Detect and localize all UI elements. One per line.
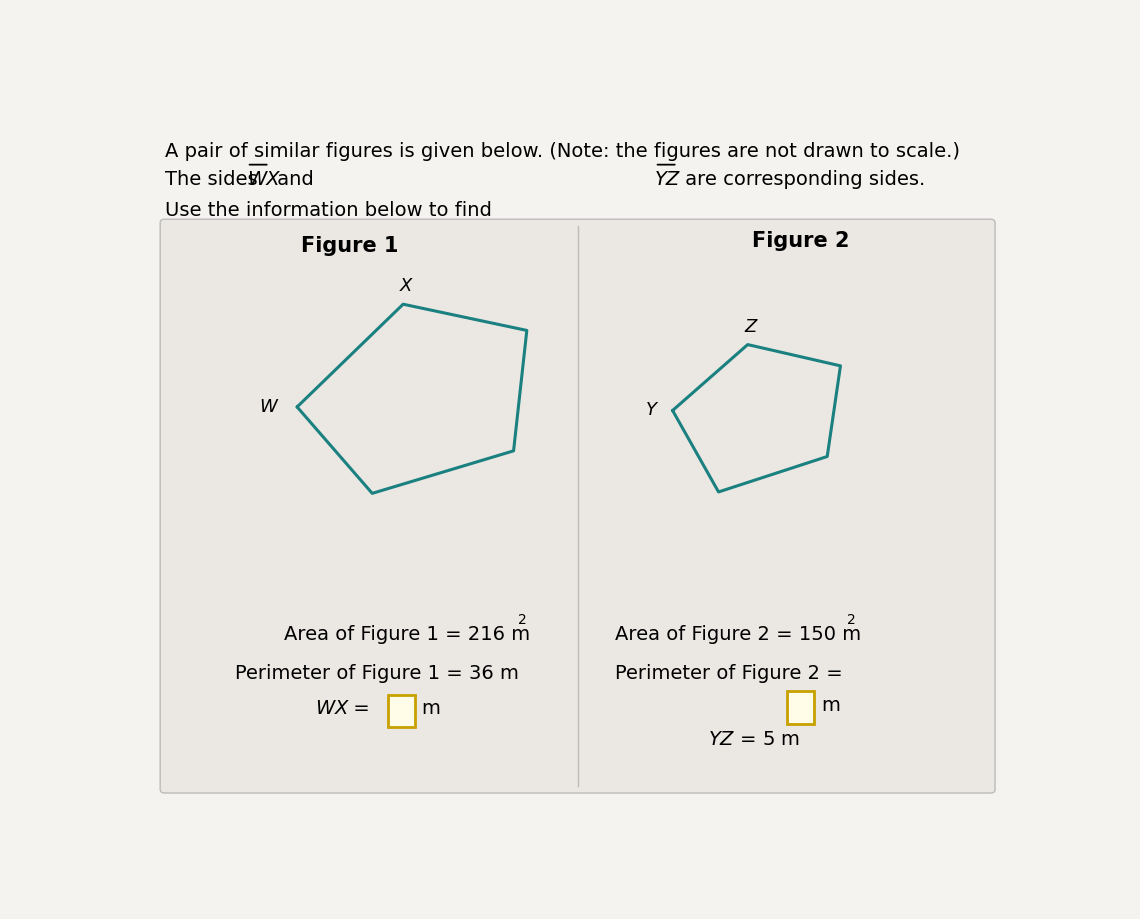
Text: m: m: [422, 698, 440, 718]
Text: WX: WX: [246, 170, 279, 188]
Text: X: X: [400, 277, 412, 294]
Text: Z: Z: [744, 317, 757, 335]
Text: and: and: [271, 170, 320, 188]
Text: A pair of similar figures is given below. (Note: the figures are not drawn to sc: A pair of similar figures is given below…: [164, 142, 960, 161]
Text: =: =: [348, 698, 376, 718]
Text: W: W: [259, 397, 277, 415]
Text: $YZ$ = 5 m: $YZ$ = 5 m: [708, 729, 800, 748]
Text: Y: Y: [645, 401, 657, 418]
Text: m: m: [821, 695, 840, 714]
Text: Perimeter of Figure 1 = 36 m: Perimeter of Figure 1 = 36 m: [235, 664, 519, 682]
Text: 2: 2: [518, 613, 527, 627]
Text: are corresponding sides.: are corresponding sides.: [679, 170, 926, 188]
Text: Figure 1: Figure 1: [301, 236, 399, 256]
Text: The sides: The sides: [164, 170, 263, 188]
FancyBboxPatch shape: [160, 220, 995, 793]
Bar: [788, 691, 814, 724]
Text: Figure 2: Figure 2: [752, 231, 849, 251]
Text: $WX$: $WX$: [315, 698, 350, 718]
Bar: [388, 695, 415, 727]
Text: Area of Figure 2 = 150 m: Area of Figure 2 = 150 m: [616, 624, 862, 643]
Text: Area of Figure 1 = 216 m: Area of Figure 1 = 216 m: [284, 624, 530, 643]
Text: 2: 2: [847, 613, 855, 627]
Text: Perimeter of Figure 2 =: Perimeter of Figure 2 =: [616, 664, 842, 682]
Text: YZ: YZ: [654, 170, 679, 188]
Text: Use the information below to find: Use the information below to find: [164, 201, 498, 220]
